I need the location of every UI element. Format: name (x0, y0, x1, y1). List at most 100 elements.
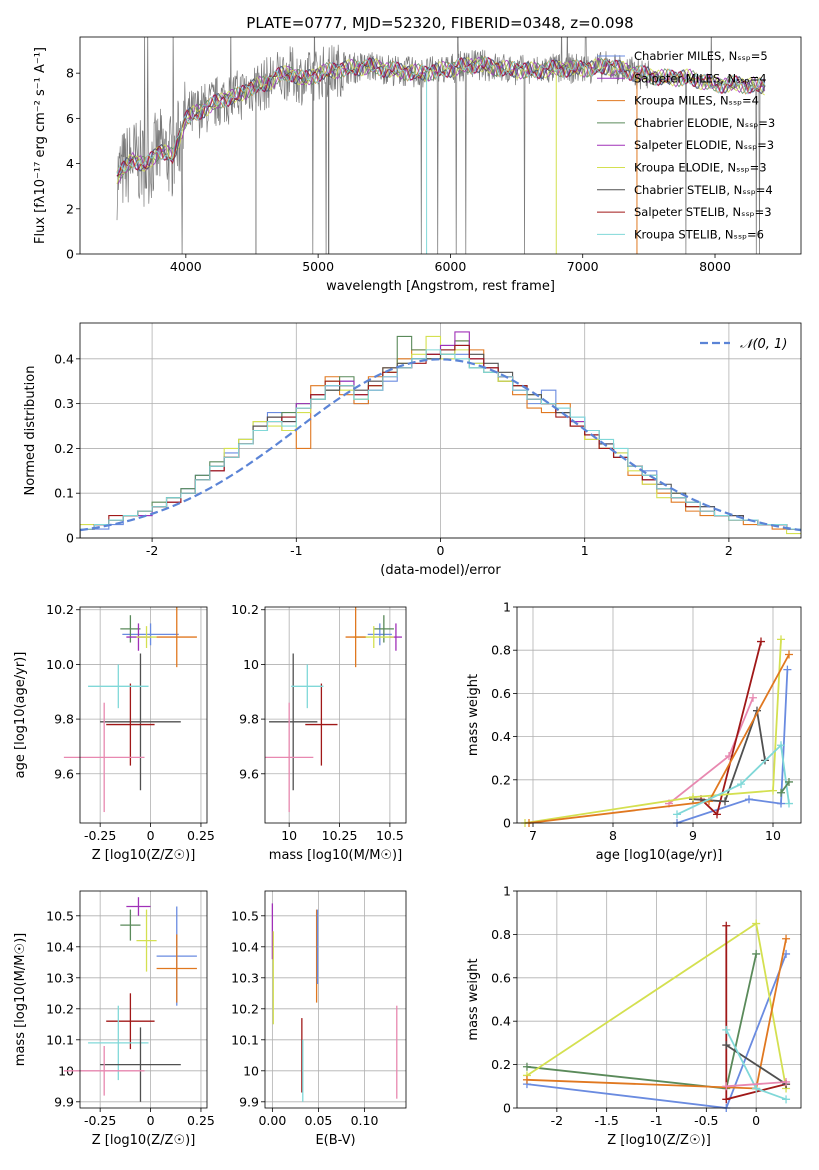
x-tick-label: -2 (146, 543, 158, 558)
y-tick-label: 9.9 (54, 1094, 74, 1109)
massweight-marker (782, 1077, 791, 1086)
x-tick-label: 7 (529, 828, 537, 843)
spectrum-y-axis-label: Flux [fλ10⁻¹⁷ erg cm⁻² s⁻¹ A⁻¹] (33, 47, 48, 244)
legend-label: Kroupa MILES, Nₛₛₚ=4 (634, 94, 759, 108)
legend-label: Kroupa ELODIE, Nₛₛₚ=3 (634, 161, 767, 175)
massweight_age-axes: 7 8 9 10 0 0.2 0.4 0.6 0.8 1 (491, 600, 801, 843)
massweight-marker (782, 1095, 791, 1104)
mass_Z-y-axis-label: mass [log10(M/M☉)] (13, 933, 28, 1066)
mass_Z-x-axis-label: Z [log10(Z/Z☉)] (92, 1133, 196, 1148)
y-tick-label: 0.2 (491, 772, 511, 787)
massweight-marker (782, 934, 791, 943)
massweight-marker (713, 810, 721, 819)
age_Z-y-axis-label: age [log10(age/yr)] (13, 652, 28, 779)
x-tick-label: 9 (689, 828, 697, 843)
y-tick-label: 10.2 (46, 602, 74, 617)
age_Z-frame (79, 606, 208, 824)
y-tick-label: 10.2 (231, 602, 259, 617)
massweight-marker (757, 637, 765, 646)
x-tick-label: -0.25 (84, 828, 116, 843)
massweight-marker (777, 741, 785, 750)
massweight-line (676, 743, 790, 816)
massweight-marker (785, 799, 793, 808)
massweight-marker (721, 797, 729, 806)
y-tick-label: 0 (66, 531, 74, 546)
x-tick-label: 0 (147, 828, 155, 843)
residual-histogram (80, 349, 801, 538)
residual-histograms (80, 331, 801, 538)
massweight-marker (777, 635, 785, 644)
y-tick-label: 10.1 (231, 1032, 259, 1047)
y-tick-label: 0 (503, 1101, 511, 1116)
legend-label: Salpeter MILES, Nₛₛₚ=4 (634, 71, 767, 85)
y-tick-label: 0.4 (491, 729, 511, 744)
y-tick-label: 9.8 (54, 712, 74, 727)
massweight-line (725, 1044, 787, 1085)
mass_ebv-frame (264, 890, 407, 1109)
spectrum-model-line (116, 56, 766, 184)
y-tick-label: 2 (66, 201, 74, 216)
y-tick-label: 0.1 (54, 486, 74, 501)
y-tick-label: 10.4 (231, 939, 259, 954)
x-tick-label: 0.05 (305, 1113, 333, 1128)
x-tick-label: 10.5 (376, 828, 404, 843)
y-tick-label: 10.1 (46, 1032, 74, 1047)
legend-label: Chabrier ELODIE, Nₛₛₚ=3 (634, 116, 775, 130)
massweight-marker (722, 1025, 731, 1034)
y-tick-label: 10.3 (231, 970, 259, 985)
age_mass-errorbars (265, 607, 402, 813)
y-tick-label: 0.8 (491, 643, 511, 658)
y-tick-label: 10.2 (231, 1001, 259, 1016)
y-tick-label: 10.3 (46, 970, 74, 985)
x-tick-label: 0.00 (258, 1113, 286, 1128)
massweight-marker (522, 1075, 531, 1084)
massweight-line (528, 654, 790, 824)
mass_Z-errorbars (63, 897, 197, 1102)
y-tick-label: 0 (503, 816, 511, 831)
y-tick-label: 9.6 (54, 766, 74, 781)
x-tick-label: 0.25 (187, 828, 215, 843)
massweight-marker (737, 780, 745, 789)
x-tick-label: -1 (290, 543, 302, 558)
y-tick-label: 10 (243, 1063, 259, 1078)
x-tick-label: 8 (609, 828, 617, 843)
massweight-line (780, 781, 790, 794)
x-tick-label: -1 (650, 1113, 662, 1128)
y-tick-label: 8 (66, 66, 74, 81)
massweight-marker (673, 810, 681, 819)
x-tick-label: 0 (147, 1113, 155, 1128)
y-tick-label: 0.6 (491, 970, 511, 985)
massweight-marker (689, 793, 697, 802)
massweight-marker (722, 921, 731, 930)
age_Z-axes: -0.25 0 0.25 9.6 9.8 10.0 10.2 (46, 602, 215, 843)
massweight-marker (785, 650, 793, 659)
spectrum-legend: Chabrier MILES, Nₛₛₚ=5 Salpeter MILES, Nₛ… (597, 49, 775, 241)
mass_ebv-errorbars (271, 903, 398, 1102)
legend-label: Kroupa STELIB, Nₛₛₚ=6 (634, 227, 764, 241)
y-tick-label: 9.9 (239, 1094, 259, 1109)
x-tick-label: 0 (437, 543, 445, 558)
x-tick-label: 8000 (699, 259, 731, 274)
massweight_age-frame (516, 606, 802, 824)
massweight-line (726, 1081, 787, 1088)
x-tick-label: 0 (752, 1113, 760, 1128)
spectrum-lines (116, 37, 766, 254)
age_mass-x-axis-label: mass [log10(M/M☉)] (269, 848, 402, 863)
residual-frame (79, 322, 802, 539)
y-tick-label: 1 (503, 600, 511, 615)
massweight_age-lines (521, 635, 793, 827)
massweight-marker (749, 693, 757, 702)
x-tick-label: -1.5 (594, 1113, 618, 1128)
x-tick-label: 0.25 (187, 1113, 215, 1128)
massweight-marker (777, 799, 785, 808)
gaussian-curve (80, 358, 801, 532)
y-tick-label: 10.0 (46, 657, 74, 672)
residuals-axes: -2 -1 0 1 2 0 0.1 0.2 0.3 0.4 (54, 323, 801, 558)
massweight-marker (752, 1084, 761, 1093)
y-tick-label: 0.2 (491, 1057, 511, 1072)
y-tick-label: 0.3 (54, 396, 74, 411)
x-tick-label: 4000 (170, 259, 202, 274)
x-tick-label: -2 (551, 1113, 563, 1128)
